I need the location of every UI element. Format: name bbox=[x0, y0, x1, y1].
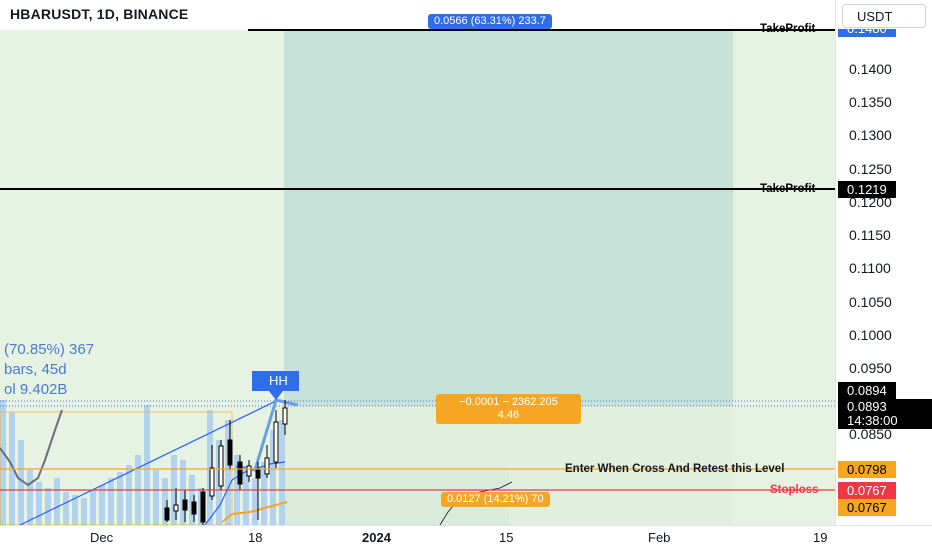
target-measure-badge[interactable]: 0.0566 (63.31%) 233.7 bbox=[428, 14, 552, 29]
right-strip bbox=[733, 30, 835, 525]
hh-pattern bbox=[235, 398, 299, 472]
time-tick-year: 2024 bbox=[362, 530, 391, 545]
chart-pane[interactable]: HBARUSDT, 1D, BINANCE (70.85%) 367 bars,… bbox=[0, 0, 835, 525]
current-price-label: 0.0893 14:38:00 bbox=[838, 399, 932, 429]
price-tick: 0.1050 bbox=[849, 294, 892, 310]
price-tick: 0.1300 bbox=[849, 127, 892, 143]
time-tick: 15 bbox=[499, 530, 514, 545]
entry-badge-line2: 4.46 bbox=[497, 409, 520, 421]
stoploss-label: Stoploss bbox=[770, 484, 819, 496]
price-tick: 0.1150 bbox=[849, 227, 891, 243]
price-tick: 0.0850 bbox=[849, 426, 892, 442]
measure-volume-text: ol 9.402B bbox=[4, 381, 68, 398]
time-axis[interactable]: Dec 18 2024 15 Feb 19 bbox=[0, 525, 932, 550]
oscillator-line bbox=[0, 409, 63, 487]
candles bbox=[164, 400, 288, 525]
price-tick: 0.0950 bbox=[849, 360, 892, 376]
price-tick: 0.1000 bbox=[849, 327, 892, 343]
chart-canvas[interactable] bbox=[0, 0, 835, 525]
target-zone bbox=[284, 30, 733, 406]
price-tick: 0.1400 bbox=[849, 61, 892, 77]
measure-bars-text: bars, 45d bbox=[4, 361, 67, 378]
time-tick: 19 bbox=[813, 530, 828, 545]
takeprofit-label-mid: TakeProfit bbox=[760, 183, 816, 195]
hh-label: HH bbox=[269, 373, 288, 388]
last-high-price-label: 0.0894 bbox=[838, 382, 896, 399]
ma-price-label: 0.0767 bbox=[838, 499, 896, 516]
price-tick: 0.1200 bbox=[849, 194, 892, 210]
symbol-title[interactable]: HBARUSDT, 1D, BINANCE bbox=[10, 6, 189, 22]
bar-countdown: 14:38:00 bbox=[847, 413, 898, 428]
price-tick: 0.1350 bbox=[849, 94, 892, 110]
entry-level-label: Enter When Cross And Retest this Level bbox=[565, 463, 785, 475]
currency-button[interactable]: USDT bbox=[842, 4, 926, 28]
time-tick: Feb bbox=[648, 530, 671, 545]
entry-price-label: 0.0798 bbox=[838, 461, 896, 478]
entry-badge-line1: −0.0001 − 2362.205 bbox=[459, 396, 558, 408]
time-tick: 18 bbox=[248, 530, 263, 545]
stoploss-price-label: 0.0767 bbox=[838, 482, 896, 499]
price-scale[interactable]: USDT 0.1400 0.1350 0.1300 0.1250 0.1200 … bbox=[835, 0, 932, 525]
takeprofit-label-top: TakeProfit bbox=[760, 23, 816, 35]
takeprofit-top-price-label: 0.1480 bbox=[838, 29, 896, 37]
measure-change-text: (70.85%) 367 bbox=[4, 341, 95, 358]
current-price-value: 0.0893 bbox=[847, 399, 887, 414]
takeprofit-mid-price-label: 0.1219 bbox=[838, 181, 896, 198]
stop-measure-badge[interactable]: 0.0127 (14.21%) 70 bbox=[441, 492, 550, 507]
volume-bars bbox=[0, 400, 285, 525]
price-tick: 0.1250 bbox=[849, 161, 892, 177]
entry-measure-badge[interactable]: −0.0001 − 2362.205 4.46 bbox=[436, 394, 581, 424]
price-tick: 0.1100 bbox=[849, 260, 891, 276]
time-tick: Dec bbox=[90, 530, 114, 545]
